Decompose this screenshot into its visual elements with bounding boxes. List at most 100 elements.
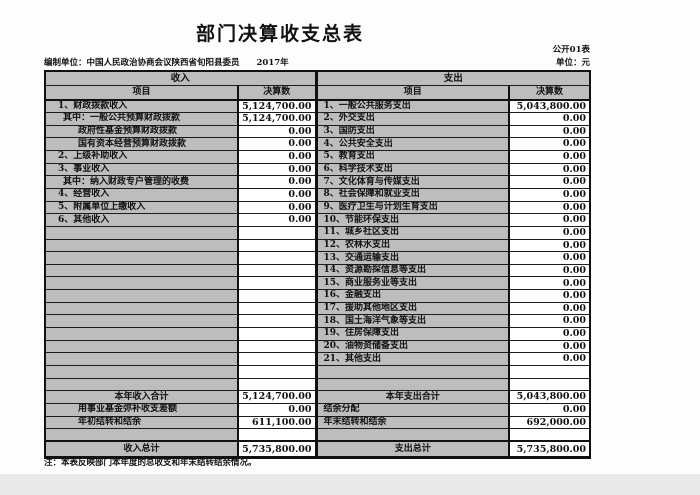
income-item-cell: 5、附属单位上缴收入: [44, 200, 239, 215]
expense-amount-cell: 0.00: [508, 200, 591, 215]
expense-amount-cell: 5,043,800.00: [508, 390, 591, 404]
expense-item-cell: 4、公共安全支出: [314, 137, 510, 152]
income-item-cell: 收入总计: [44, 440, 239, 459]
expense-amount-cell: 0.00: [508, 301, 591, 316]
income-item-cell: [44, 327, 239, 341]
income-item-cell: 2、上级补助收入: [44, 150, 239, 164]
table-row: [44, 428, 591, 442]
income-item-cell: 政府性基金预算财政拨款: [44, 124, 239, 139]
income-amount-cell: [236, 276, 317, 291]
table-row: 15、商业服务业等支出 0.00: [44, 276, 591, 291]
table-row: 6、其他收入 0.00 10、节能环保支出 0.00: [44, 213, 591, 227]
expense-item-cell: 6、科学技术支出: [314, 162, 510, 177]
expense-item-cell: [314, 364, 510, 379]
fiscal-year: 2017年: [256, 58, 289, 68]
expense-item-cell: 7、文化体育与传媒支出: [314, 175, 510, 189]
income-amount-cell: [236, 314, 317, 329]
table-row: 2、上级补助收入 0.00 5、教育支出 0.00: [44, 150, 591, 164]
expense-amount-cell: 692,000.00: [508, 415, 591, 430]
income-item-cell: [44, 238, 239, 253]
expense-amount-cell: 0.00: [508, 150, 591, 164]
expense-amount-cell: 0.00: [508, 187, 591, 202]
unit-label: 单位：元: [555, 58, 590, 68]
income-amount-cell: 0.00: [236, 175, 317, 189]
income-amount-cell: 0.00: [236, 137, 317, 152]
income-amount-cell: 5,124,700.00: [236, 390, 317, 404]
income-amount-cell: 0.00: [236, 124, 317, 139]
income-item-cell: 用事业基金弥补收支差额: [44, 402, 239, 417]
table-row: 4、经营收入 0.00 8、社会保障和就业支出 0.00: [44, 187, 591, 202]
income-amount-cell: 0.00: [236, 187, 317, 202]
footnote: 注：本表反映部门本年度的总收支和年末结转结余情况。: [44, 458, 257, 468]
expense-item-cell: 9、医疗卫生与计划生育支出: [314, 200, 510, 215]
income-amount-cell: [236, 327, 317, 341]
expense-item-cell: 15、商业服务业等支出: [314, 276, 510, 291]
expense-item-cell: 20、油物资储备支出: [314, 339, 510, 354]
table-row: [44, 377, 591, 392]
income-amount-header: 决算数: [236, 85, 317, 101]
income-amount-cell: [236, 238, 317, 253]
expense-amount-cell: 0.00: [508, 263, 591, 278]
expense-amount-cell: 0.00: [508, 137, 591, 152]
income-amount-cell: [236, 352, 317, 366]
expense-item-cell: 11、城乡社区支出: [314, 225, 510, 240]
expense-amount-header: 决算数: [508, 85, 591, 101]
expense-amount-cell: 0.00: [508, 402, 591, 417]
income-item-cell: [44, 263, 239, 278]
income-amount-cell: [236, 377, 317, 392]
table-row: 20、油物资储备支出 0.00: [44, 339, 591, 354]
income-item-cell: [44, 276, 239, 291]
expense-item-cell: 14、资源勘探信息等支出: [314, 263, 510, 278]
expense-item-cell: 13、交通运输支出: [314, 251, 510, 265]
income-amount-cell: 5,124,700.00: [236, 99, 317, 114]
income-amount-cell: [236, 301, 317, 316]
income-item-cell: [44, 314, 239, 329]
expense-item-cell: 3、国防支出: [314, 124, 510, 139]
income-amount-cell: [236, 289, 317, 303]
expense-item-cell: 1、一般公共服务支出: [314, 99, 510, 114]
table-row: 国有资本经营预算财政拨款 0.00 4、公共安全支出 0.00: [44, 137, 591, 152]
income-amount-cell: 5,124,700.00: [236, 112, 317, 126]
income-amount-cell: [236, 428, 317, 442]
income-item-cell: [44, 301, 239, 316]
expense-amount-cell: 0.00: [508, 251, 591, 265]
income-item-cell: [44, 225, 239, 240]
table-row: 其中：一般公共预算财政拨款 5,124,700.00 2、外交支出 0.00: [44, 112, 591, 126]
income-amount-cell: 0.00: [236, 162, 317, 177]
budget-summary-table: 收入 支出 项目 决算数 项目 决算数 1、财政拨款收入 5,124,700.0…: [44, 70, 592, 460]
prepared-by-label: 编制单位：中国人民政治协商会议陕西省旬阳县委员: [44, 58, 240, 68]
expense-item-cell: 5、教育支出: [314, 150, 510, 164]
income-item-cell: [44, 251, 239, 265]
table-row: 用事业基金弥补收支差额 0.00 结余分配 0.00: [44, 402, 591, 417]
expense-amount-cell: 0.00: [508, 238, 591, 253]
expense-amount-cell: 0.00: [508, 213, 591, 227]
table-row: 收入总计 5,735,800.00 支出总计 5,735,800.00: [44, 440, 591, 459]
expense-amount-cell: 0.00: [508, 124, 591, 139]
income-item-cell: 年初结转和结余: [44, 415, 239, 430]
table-row: 3、事业收入 0.00 6、科学技术支出 0.00: [44, 162, 591, 177]
income-item-header: 项目: [44, 85, 239, 101]
expense-amount-cell: 0.00: [508, 175, 591, 189]
expense-item-cell: 8、社会保障和就业支出: [314, 187, 510, 202]
income-item-cell: [44, 377, 239, 392]
meta-line: 编制单位：中国人民政治协商会议陕西省旬阳县委员 2017年: [44, 56, 289, 68]
expense-item-cell: 年末结转和结余: [314, 415, 510, 430]
expense-amount-cell: 0.00: [508, 339, 591, 354]
income-amount-cell: [236, 364, 317, 379]
expense-item-cell: 19、住房保障支出: [314, 327, 510, 341]
expense-item-cell: [314, 377, 510, 392]
income-item-cell: [44, 428, 239, 442]
table-row: 11、城乡社区支出 0.00: [44, 225, 591, 240]
expense-amount-cell: 0.00: [508, 314, 591, 329]
expense-item-header: 项目: [314, 85, 510, 101]
income-item-cell: 3、事业收入: [44, 162, 239, 177]
income-amount-cell: 5,735,800.00: [236, 440, 317, 459]
expense-amount-cell: 0.00: [508, 352, 591, 366]
income-amount-cell: [236, 263, 317, 278]
income-item-cell: [44, 339, 239, 354]
table-row: 19、住房保障支出 0.00: [44, 327, 591, 341]
column-header-row: 项目 决算数 项目 决算数: [44, 85, 591, 101]
income-section-header: 收入: [44, 70, 317, 86]
expense-item-cell: 12、农林水支出: [314, 238, 510, 253]
